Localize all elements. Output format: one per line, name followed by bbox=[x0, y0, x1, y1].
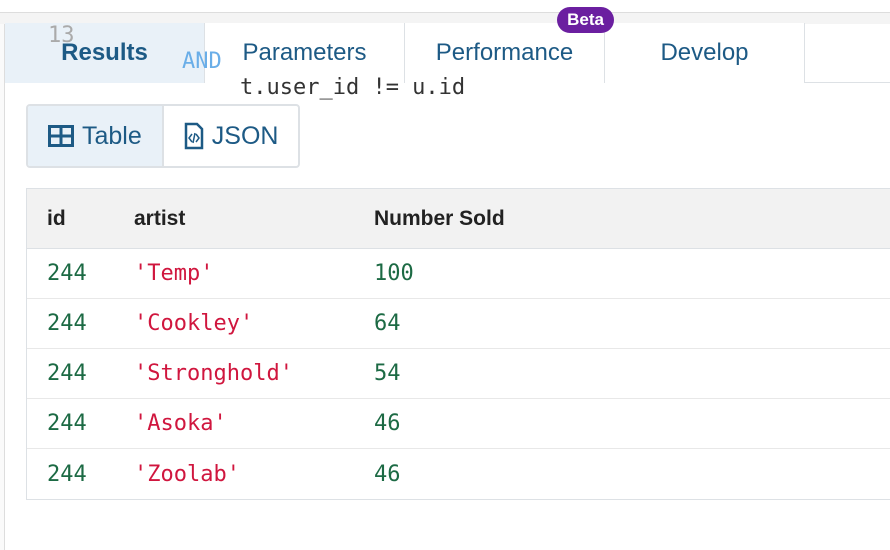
json-view-label: JSON bbox=[211, 121, 279, 150]
cell-id: 244 bbox=[47, 461, 87, 487]
column-header-id[interactable]: id bbox=[47, 206, 66, 230]
cell-number-sold: 46 bbox=[374, 461, 401, 487]
table-view-label: Table bbox=[82, 121, 142, 150]
table-row: 244 'Temp' 100 bbox=[27, 249, 890, 299]
column-header-artist[interactable]: artist bbox=[134, 206, 186, 230]
sql-code: t.user_id != u.id bbox=[240, 75, 466, 100]
tab-develop[interactable]: Develop bbox=[605, 23, 805, 83]
table-row: 244 'Zoolab' 46 bbox=[27, 449, 890, 499]
cell-artist: 'Asoka' bbox=[134, 411, 227, 436]
table-view-button[interactable]: Table bbox=[28, 106, 164, 166]
cell-artist: 'Temp' bbox=[134, 261, 214, 286]
json-view-button[interactable]: JSON bbox=[164, 106, 299, 166]
results-table: id artist Number Sold 244 'Temp' 100 244 'C… bbox=[26, 188, 890, 500]
tab-performance[interactable]: Performance Beta bbox=[405, 7, 614, 83]
beta-badge: Beta bbox=[557, 7, 614, 33]
cell-id: 244 bbox=[47, 361, 87, 386]
cell-id: 244 bbox=[47, 311, 87, 336]
cell-artist: 'Zoolab' bbox=[134, 461, 240, 487]
tab-parameters[interactable]: Parameters bbox=[205, 23, 405, 83]
code-editor-line[interactable]: 13 AND t.user_id != u.id bbox=[0, 0, 890, 100]
tab-label: Develop bbox=[660, 39, 749, 66]
cell-number-sold: 54 bbox=[374, 361, 401, 386]
sql-keyword: AND bbox=[182, 49, 222, 74]
editor-divider[interactable] bbox=[0, 12, 890, 24]
cell-id: 244 bbox=[47, 261, 87, 286]
cell-id: 244 bbox=[47, 411, 87, 436]
view-toggle: Table JSON bbox=[26, 104, 301, 168]
table-row: 244 'Stronghold' 54 bbox=[27, 349, 890, 399]
column-header-number-sold[interactable]: Number Sold bbox=[374, 206, 505, 230]
tab-label: Parameters bbox=[242, 39, 367, 66]
cell-artist: 'Stronghold' bbox=[134, 361, 293, 386]
cell-number-sold: 64 bbox=[374, 311, 401, 336]
tab-results[interactable]: Results bbox=[5, 23, 205, 83]
table-row: 244 'Cookley' 64 bbox=[27, 299, 890, 349]
line-number: 13 bbox=[48, 23, 75, 48]
left-border bbox=[0, 12, 5, 550]
table-header: id artist Number Sold bbox=[27, 189, 890, 249]
result-tabs: Results Parameters Performance Beta Devel… bbox=[5, 7, 890, 83]
table-icon bbox=[48, 125, 74, 147]
code-file-icon bbox=[184, 122, 204, 150]
tab-label: Performance bbox=[435, 39, 574, 66]
cell-artist: 'Cookley' bbox=[134, 311, 254, 336]
table-row: 244 'Asoka' 46 bbox=[27, 399, 890, 449]
tab-label: Results bbox=[61, 39, 148, 66]
cell-number-sold: 46 bbox=[374, 411, 401, 436]
cell-number-sold: 100 bbox=[374, 261, 414, 286]
